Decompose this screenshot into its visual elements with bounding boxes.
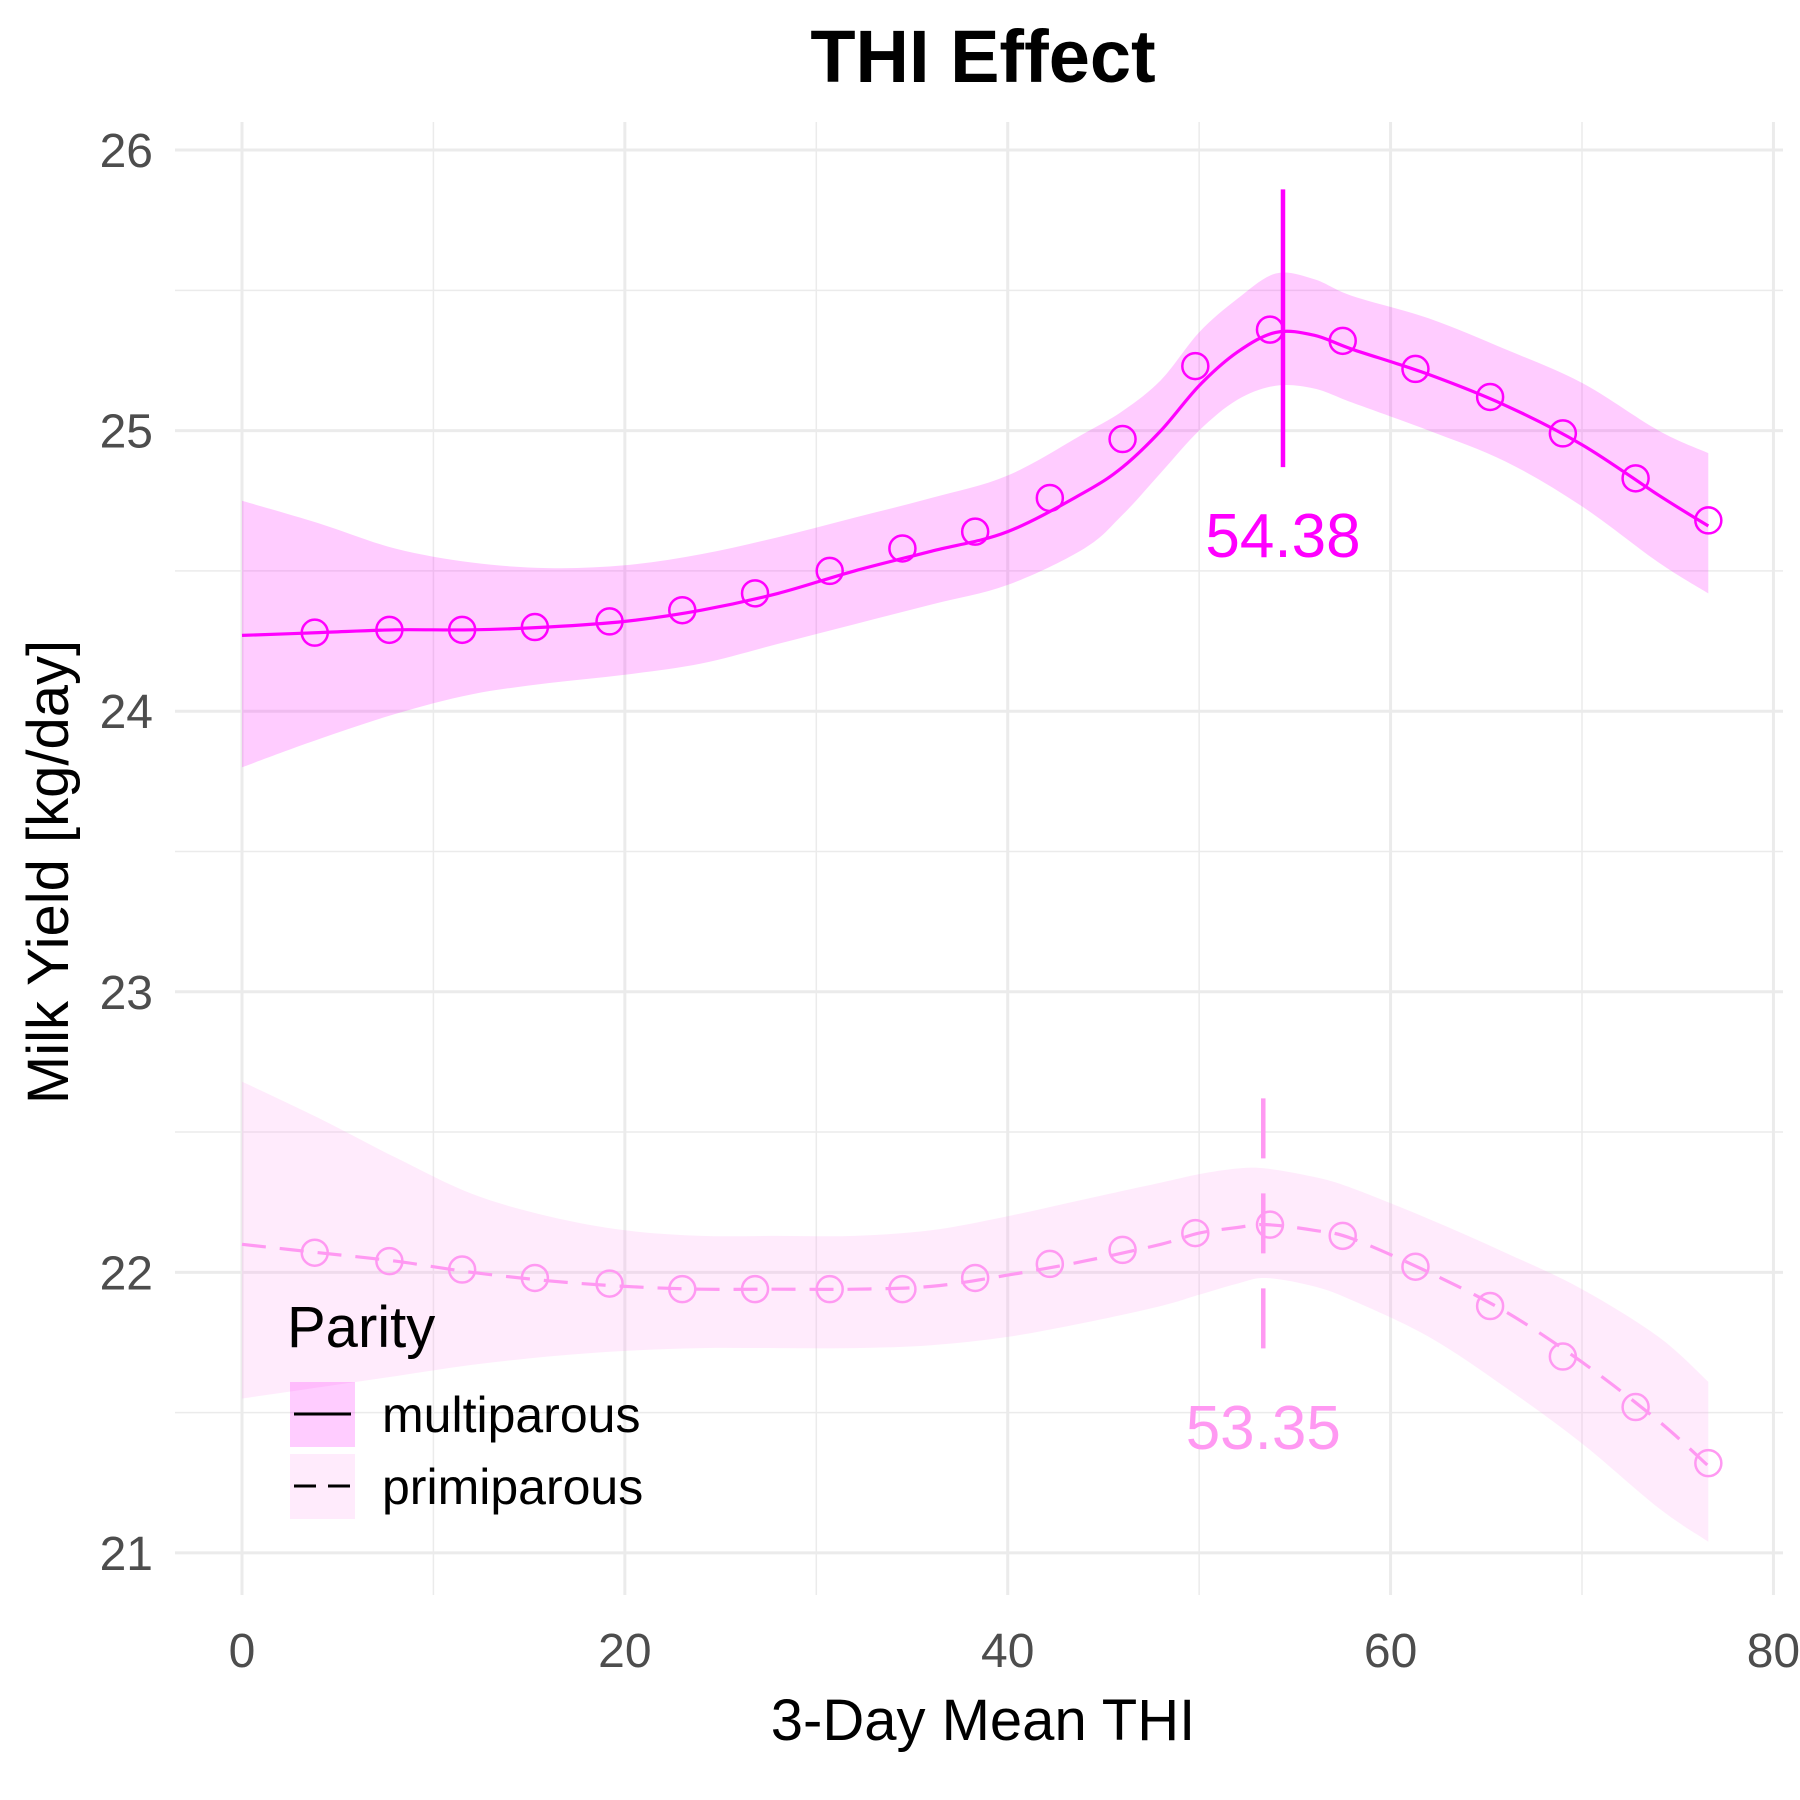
y-axis-title: Milk Yield [kg/day] bbox=[16, 640, 81, 1104]
point-multiparous bbox=[1328, 326, 1357, 356]
point-primiparous bbox=[1181, 1218, 1210, 1248]
point-primiparous bbox=[520, 1263, 550, 1293]
series-points bbox=[300, 315, 1723, 1478]
point-primiparous bbox=[447, 1255, 477, 1284]
point-multiparous bbox=[1255, 315, 1285, 344]
optimum-label-multiparous: 54.38 bbox=[1205, 502, 1360, 571]
x-tick-label: 20 bbox=[598, 1625, 651, 1678]
y-tick-label: 25 bbox=[100, 406, 153, 459]
x-axis-title: 3-Day Mean THI bbox=[771, 1688, 1195, 1753]
x-axis-ticks: 0 20 40 60 80 bbox=[229, 1625, 1800, 1678]
optimum-labels: 54.38 53.35 bbox=[1186, 502, 1361, 1463]
point-primiparous bbox=[300, 1238, 329, 1267]
y-tick-label: 22 bbox=[100, 1247, 153, 1300]
point-multiparous bbox=[815, 556, 844, 586]
legend-label-primiparous: primiparous bbox=[382, 1459, 643, 1515]
point-primiparous bbox=[1401, 1252, 1430, 1281]
point-primiparous bbox=[1621, 1392, 1650, 1422]
line-multiparous bbox=[241, 329, 1710, 637]
grid bbox=[175, 122, 1783, 1595]
point-multiparous bbox=[595, 607, 624, 636]
point-primiparous bbox=[960, 1263, 990, 1293]
point-multiparous bbox=[1475, 382, 1505, 412]
y-tick-label: 26 bbox=[100, 125, 153, 178]
y-axis-ticks: 21 22 23 24 25 26 bbox=[100, 125, 153, 1581]
point-primiparous bbox=[1328, 1221, 1357, 1251]
point-primiparous bbox=[740, 1274, 770, 1304]
point-primiparous bbox=[1035, 1249, 1065, 1279]
point-primiparous bbox=[1108, 1235, 1137, 1265]
point-primiparous bbox=[1475, 1291, 1505, 1321]
point-multiparous bbox=[1694, 506, 1723, 535]
point-multiparous bbox=[1401, 354, 1430, 384]
point-multiparous bbox=[520, 612, 550, 642]
series-lines bbox=[241, 329, 1710, 1468]
x-tick-label: 60 bbox=[1364, 1625, 1417, 1678]
x-tick-label: 80 bbox=[1747, 1625, 1800, 1678]
point-primiparous bbox=[815, 1274, 844, 1304]
point-multiparous bbox=[740, 579, 770, 608]
optimum-label-primiparous: 53.35 bbox=[1186, 1394, 1341, 1463]
point-primiparous bbox=[1255, 1210, 1285, 1239]
y-tick-label: 21 bbox=[100, 1528, 153, 1581]
legend-label-multiparous: multiparous bbox=[382, 1387, 640, 1443]
point-primiparous bbox=[1694, 1448, 1723, 1478]
legend-item-primiparous: primiparous bbox=[290, 1454, 643, 1519]
y-tick-label: 24 bbox=[100, 686, 153, 739]
point-multiparous bbox=[888, 534, 917, 563]
x-tick-label: 40 bbox=[981, 1625, 1034, 1678]
point-primiparous bbox=[888, 1274, 917, 1304]
y-tick-label: 23 bbox=[100, 967, 153, 1020]
point-multiparous bbox=[447, 615, 477, 645]
point-multiparous bbox=[375, 615, 404, 645]
point-multiparous bbox=[960, 517, 990, 546]
legend-item-multiparous: multiparous bbox=[290, 1382, 640, 1447]
point-multiparous bbox=[1035, 483, 1065, 513]
point-multiparous bbox=[668, 595, 697, 625]
point-multiparous bbox=[1108, 424, 1137, 454]
ribbon-primiparous bbox=[242, 1081, 1709, 1542]
point-multiparous bbox=[1621, 464, 1650, 493]
point-multiparous bbox=[1181, 351, 1210, 381]
point-primiparous bbox=[595, 1269, 624, 1298]
line-primiparous bbox=[241, 1222, 1710, 1468]
legend: Parity multiparous primiparous bbox=[287, 1295, 643, 1519]
point-multiparous bbox=[300, 618, 329, 647]
x-tick-label: 0 bbox=[229, 1625, 256, 1678]
point-primiparous bbox=[375, 1246, 404, 1276]
point-primiparous bbox=[1548, 1342, 1578, 1371]
point-primiparous bbox=[668, 1274, 697, 1304]
legend-title: Parity bbox=[287, 1295, 435, 1360]
point-multiparous bbox=[1548, 419, 1578, 448]
chart-title: THI Effect bbox=[810, 15, 1155, 98]
